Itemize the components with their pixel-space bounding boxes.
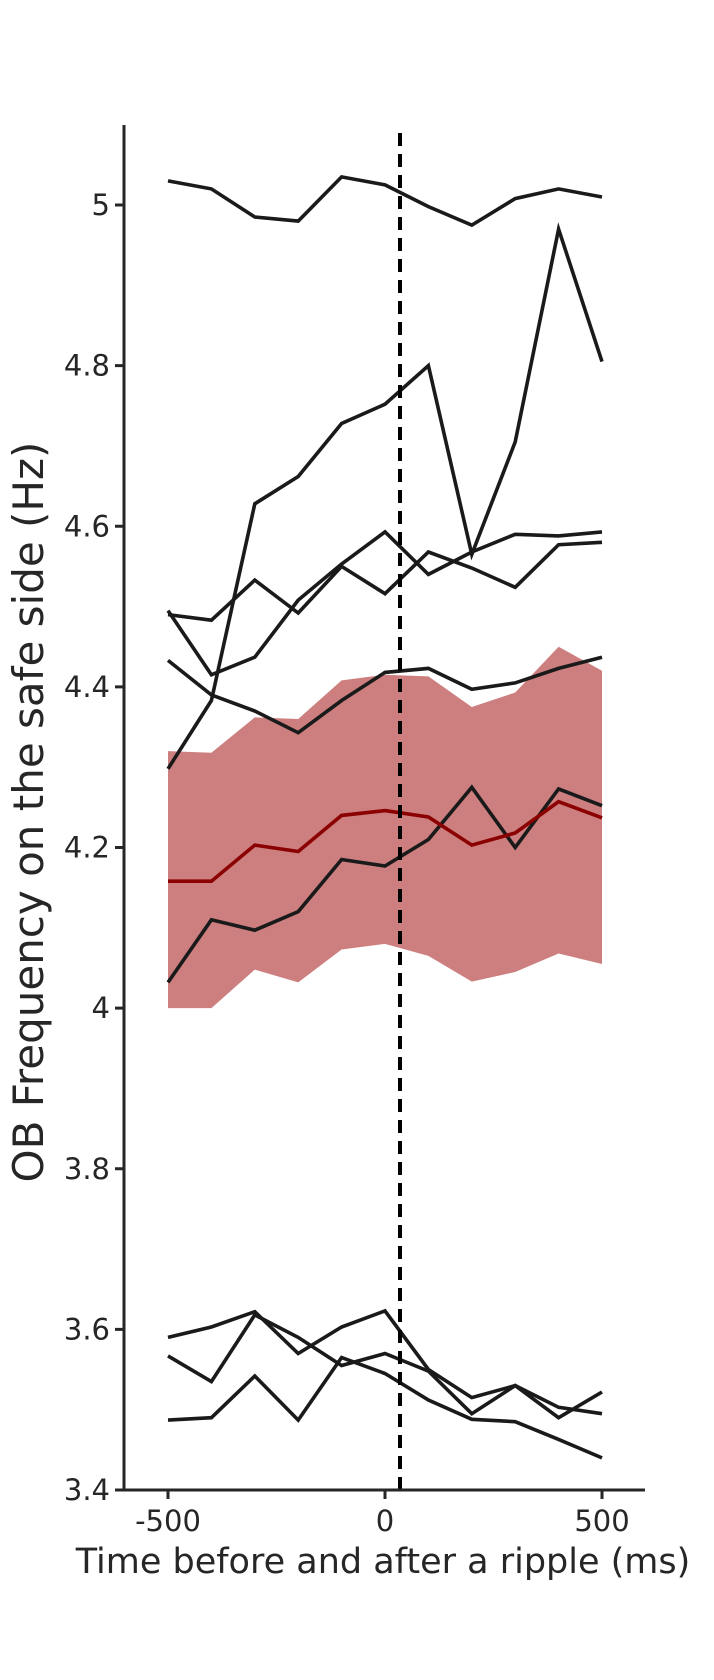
x-tick-label: 500 — [574, 1504, 629, 1538]
sem-band — [168, 646, 602, 1009]
series-line-4 — [167, 540, 603, 623]
series-line-7 — [167, 1308, 603, 1416]
mean-line — [168, 799, 603, 884]
plot-area — [166, 133, 604, 1490]
x-tick-label: 0 — [376, 1504, 394, 1538]
y-tick-label: 4.8 — [64, 349, 110, 383]
y-tick-label: 4 — [92, 991, 110, 1025]
y-tick-label: 5 — [92, 188, 110, 222]
y-tick-label: 4.2 — [64, 831, 110, 865]
y-tick-label: 3.4 — [64, 1473, 110, 1507]
series-line-1 — [167, 174, 603, 228]
series-line-6 — [166, 784, 603, 984]
series-line-5 — [166, 655, 603, 735]
y-tick-label: 3.6 — [64, 1312, 110, 1346]
series-line-3 — [166, 529, 603, 678]
series-line-9 — [167, 1355, 603, 1460]
y-tick-label: 4.6 — [64, 509, 110, 543]
x-axis-label: Time before and after a ripple (ms) — [75, 1542, 691, 1582]
series-line-2 — [166, 222, 604, 770]
y-axis-label: OB Frequency on the safe side (Hz) — [4, 442, 53, 1183]
ticks: 3.4 3.6 3.8 4 4.2 4.4 4.6 4.8 5 -500 0 500 — [64, 188, 630, 1538]
y-tick-label: 4.4 — [64, 670, 110, 704]
y-tick-label: 3.8 — [64, 1152, 110, 1186]
x-tick-label: -500 — [135, 1504, 201, 1538]
series-line-8 — [167, 1312, 603, 1420]
